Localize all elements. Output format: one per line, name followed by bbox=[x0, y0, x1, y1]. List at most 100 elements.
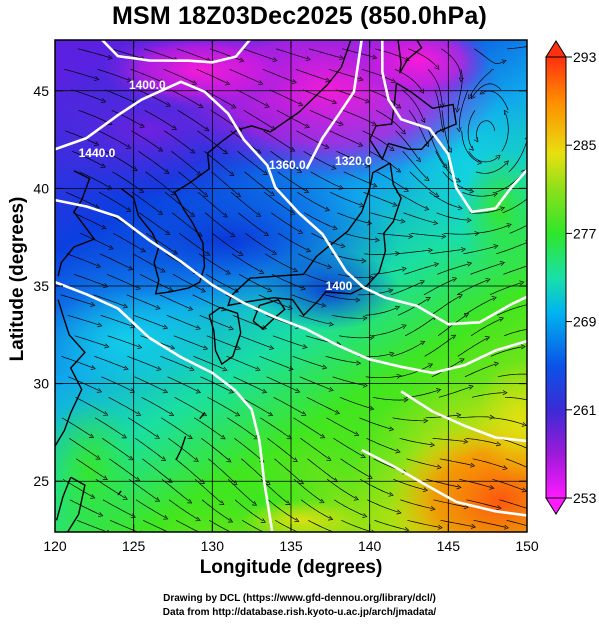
coastline bbox=[199, 412, 206, 420]
streamline bbox=[300, 499, 331, 519]
streamline bbox=[292, 355, 325, 368]
streamline bbox=[427, 69, 443, 105]
streamline-arrow bbox=[305, 56, 311, 62]
streamline bbox=[360, 478, 392, 495]
streamline bbox=[340, 458, 371, 478]
streamline-arrow bbox=[355, 297, 361, 303]
streamline bbox=[509, 224, 527, 234]
streamline bbox=[374, 519, 407, 531]
streamline bbox=[64, 68, 97, 80]
streamline bbox=[74, 335, 107, 347]
streamline bbox=[139, 212, 169, 234]
streamline bbox=[440, 519, 474, 527]
streamline bbox=[371, 325, 405, 337]
streamline bbox=[467, 110, 476, 149]
streamline bbox=[267, 499, 297, 521]
streamline-arrow bbox=[129, 388, 136, 393]
streamline-arrow bbox=[154, 434, 160, 439]
streamline bbox=[146, 233, 176, 253]
streamline bbox=[201, 438, 230, 461]
coastline bbox=[175, 436, 187, 461]
streamline bbox=[160, 355, 192, 370]
streamline bbox=[175, 519, 200, 532]
streamline bbox=[403, 212, 436, 224]
streamline-arrow bbox=[466, 261, 473, 267]
streamline bbox=[141, 396, 172, 415]
contour-label: 1440.0 bbox=[79, 146, 116, 160]
streamline-arrow bbox=[371, 529, 375, 532]
streamline bbox=[459, 478, 492, 488]
streamline bbox=[297, 192, 328, 210]
streamline bbox=[95, 479, 126, 499]
contour-label: 1360.0 bbox=[269, 158, 306, 172]
streamline-arrow bbox=[94, 204, 100, 209]
streamline bbox=[300, 438, 330, 460]
colorbar-gradient bbox=[545, 56, 567, 499]
streamline-arrow bbox=[457, 294, 463, 299]
streamline-arrow bbox=[374, 237, 380, 243]
streamline-arrow bbox=[102, 475, 108, 480]
streamline bbox=[395, 130, 420, 160]
streamline bbox=[508, 139, 527, 173]
streamline-arrow bbox=[430, 506, 436, 512]
streamline bbox=[65, 130, 97, 145]
streamline-arrow bbox=[408, 233, 414, 239]
streamline bbox=[338, 273, 372, 279]
streamline-arrow bbox=[139, 123, 145, 128]
streamline bbox=[130, 68, 163, 83]
streamline bbox=[377, 232, 411, 237]
streamline-arrow bbox=[255, 366, 261, 372]
streamline-arrow bbox=[225, 80, 231, 86]
streamline-arrow bbox=[222, 366, 228, 372]
streamline bbox=[336, 150, 368, 167]
streamline-arrow bbox=[403, 397, 409, 403]
streamline-arrow bbox=[190, 148, 196, 154]
contour-label: 1320.0 bbox=[335, 154, 372, 168]
streamline-arrow bbox=[388, 288, 394, 294]
height-contour bbox=[101, 40, 252, 64]
streamline-arrow bbox=[535, 469, 540, 473]
streamline bbox=[326, 479, 357, 499]
streamline-arrow bbox=[463, 504, 469, 510]
streamline-arrow bbox=[260, 518, 266, 523]
streamline-arrow bbox=[456, 127, 462, 133]
streamline bbox=[106, 273, 139, 289]
streamline-arrow bbox=[219, 500, 225, 506]
colorbar-min-arrow bbox=[545, 497, 567, 515]
streamline bbox=[310, 171, 342, 188]
streamline bbox=[293, 417, 323, 437]
y-tick-label: 25 bbox=[33, 473, 49, 489]
streamline bbox=[163, 68, 195, 84]
streamline bbox=[407, 519, 441, 528]
streamline bbox=[209, 519, 232, 532]
streamline-arrow bbox=[294, 517, 300, 523]
streamline-arrow bbox=[159, 79, 165, 84]
streamline bbox=[164, 192, 193, 216]
streamline bbox=[463, 245, 496, 255]
streamline bbox=[439, 458, 473, 466]
colorbar-tick-label: 253 bbox=[573, 490, 597, 506]
streamline-arrow bbox=[498, 316, 504, 322]
streamline bbox=[131, 130, 161, 150]
streamline bbox=[109, 458, 139, 480]
coastline bbox=[55, 477, 72, 521]
streamline bbox=[176, 48, 209, 61]
streamline-arrow bbox=[489, 414, 495, 420]
streamline-arrow bbox=[427, 363, 434, 369]
temperature-shading bbox=[55, 40, 527, 532]
streamline bbox=[173, 335, 206, 349]
streamline bbox=[139, 273, 171, 290]
streamline bbox=[298, 314, 332, 325]
streamline bbox=[161, 479, 190, 502]
streamline bbox=[197, 192, 226, 216]
streamline bbox=[69, 438, 99, 459]
streamline-arrow bbox=[420, 117, 426, 123]
streamline-arrow bbox=[495, 154, 501, 160]
streamline-arrow bbox=[535, 400, 539, 404]
streamline-arrow bbox=[400, 218, 406, 224]
streamline-arrow bbox=[168, 411, 175, 417]
streamline bbox=[263, 130, 293, 151]
streamline bbox=[504, 328, 527, 337]
streamline bbox=[259, 355, 292, 370]
streamline-arrow bbox=[455, 177, 462, 183]
